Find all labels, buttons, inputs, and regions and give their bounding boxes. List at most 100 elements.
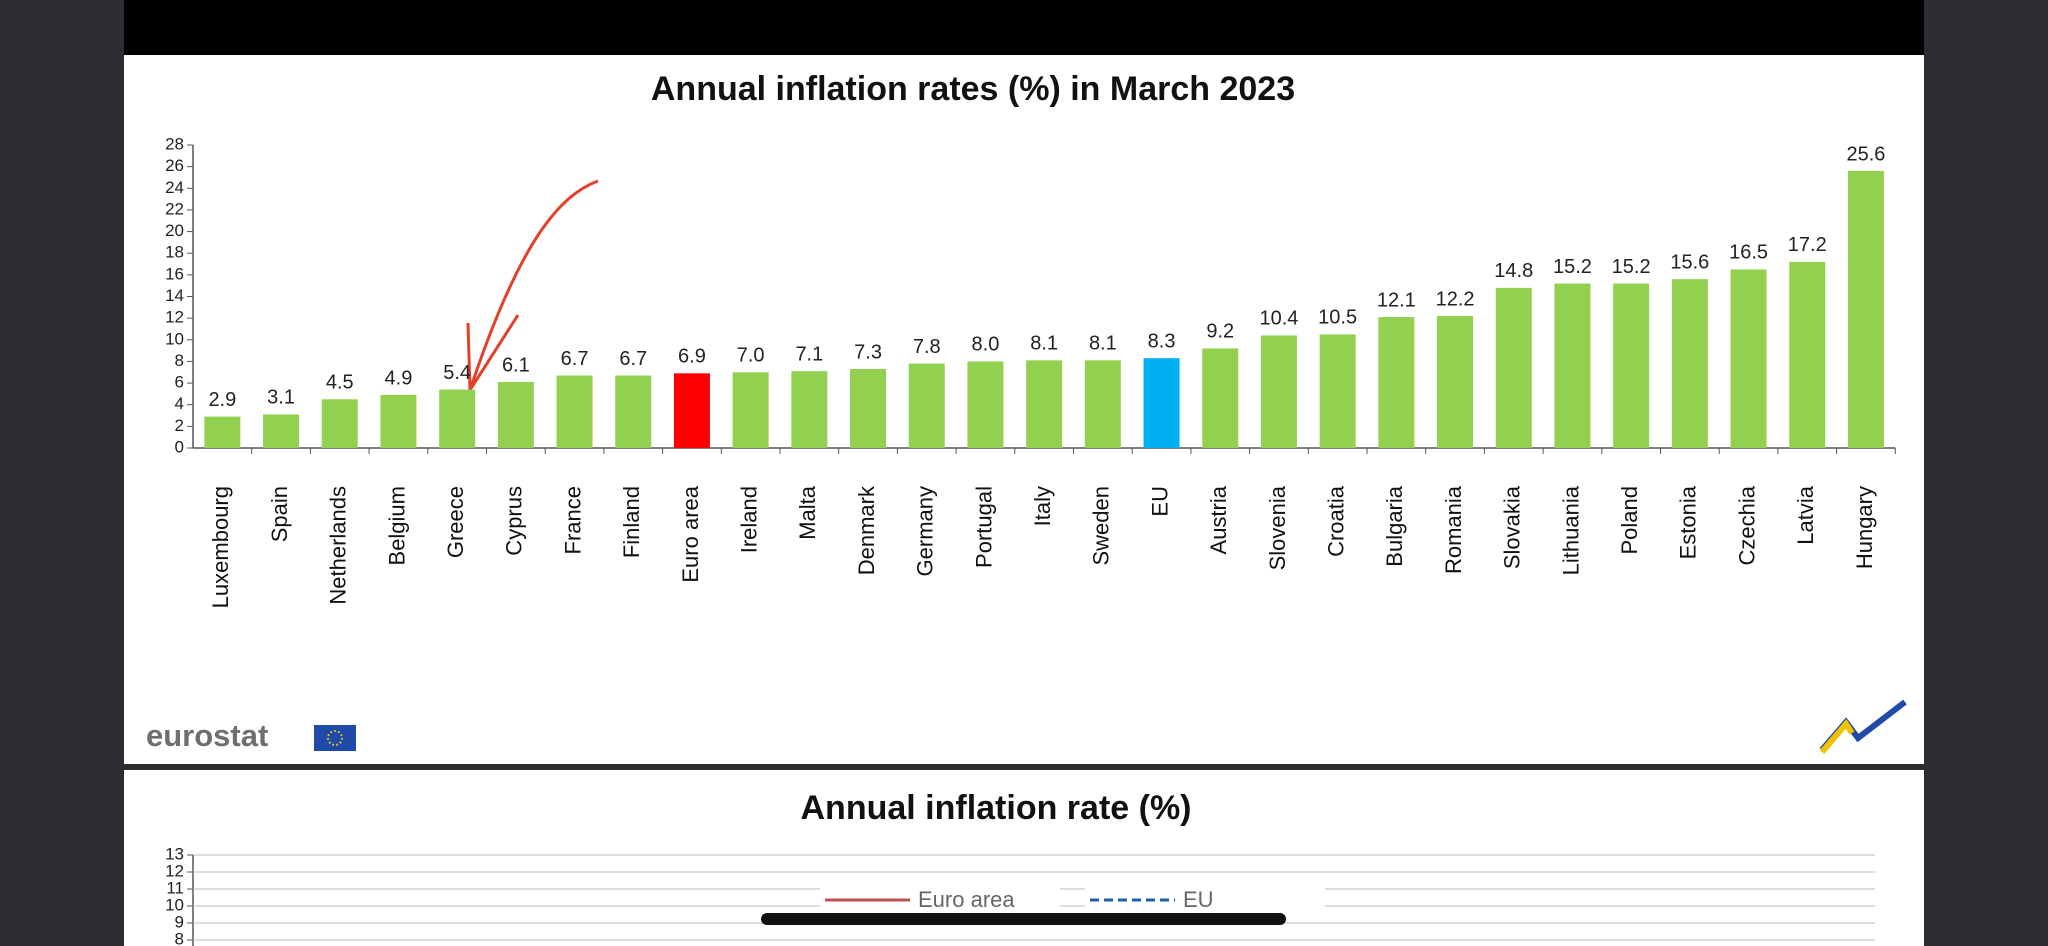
x-tick-label: Belgium: [384, 486, 409, 565]
value-label: 7.3: [854, 341, 882, 363]
x-tick-label: Sweden: [1089, 486, 1114, 566]
value-label: 12.1: [1377, 289, 1416, 311]
bar: [1260, 335, 1297, 448]
bar: [1730, 269, 1767, 448]
legend-label: Euro area: [918, 887, 1015, 912]
y-tick-label: 8: [175, 351, 184, 370]
bar: [1202, 348, 1239, 448]
y-tick-label: 20: [165, 221, 184, 240]
value-label: 7.1: [795, 343, 823, 365]
bar: [1495, 287, 1532, 448]
value-label: 4.5: [326, 372, 354, 394]
logo-text: eurostat: [146, 718, 268, 753]
y-tick-label: 0: [175, 437, 184, 456]
x-tick-label: Germany: [913, 486, 938, 576]
value-label: 6.1: [502, 354, 530, 376]
y-tick-label: 22: [165, 199, 184, 218]
x-tick-label: Romania: [1441, 485, 1466, 574]
value-label: 8.1: [1030, 333, 1058, 355]
value-label: 6.7: [619, 348, 647, 370]
value-label: 15.2: [1612, 256, 1651, 278]
bar: [204, 416, 241, 448]
bar: [1084, 360, 1121, 448]
x-tick-label: Spain: [267, 486, 292, 542]
bar: [673, 373, 710, 448]
y-tick-label: 6: [175, 373, 184, 392]
bar: [497, 381, 534, 448]
x-tick-label: Portugal: [971, 486, 996, 568]
value-label: 4.9: [385, 367, 413, 389]
x-tick-label: Finland: [619, 486, 644, 558]
x-tick-label: Croatia: [1323, 485, 1348, 557]
y-tick-label: 16: [165, 264, 184, 283]
bar: [1026, 360, 1063, 448]
y-tick-label: 24: [165, 178, 184, 197]
value-label: 7.0: [737, 345, 765, 367]
y-tick-label: 10: [165, 329, 184, 348]
bar-chart: Annual inflation rates (%) in March 2023…: [146, 70, 1907, 754]
x-tick-label: Denmark: [854, 485, 879, 575]
x-tick-label: Bulgaria: [1382, 485, 1407, 566]
x-tick-label: Euro area: [678, 485, 703, 582]
value-label: 10.4: [1259, 308, 1298, 330]
value-label: 10.5: [1318, 307, 1357, 329]
value-label: 9.2: [1206, 321, 1234, 343]
chart-title: Annual inflation rates (%) in March 2023: [651, 70, 1295, 108]
value-label: 8.3: [1148, 330, 1176, 352]
x-tick-label: Czechia: [1734, 485, 1759, 565]
bar: [1437, 315, 1474, 448]
bar: [615, 375, 652, 448]
bar: [439, 389, 476, 448]
y-tick-label: 26: [165, 156, 184, 175]
x-tick-label: Austria: [1206, 485, 1231, 554]
y-tick-label: 12: [165, 861, 184, 880]
value-label: 25.6: [1846, 143, 1885, 165]
y-tick-label: 14: [165, 286, 184, 305]
value-label: 2.9: [208, 389, 236, 411]
bar: [1378, 317, 1415, 448]
hand-drawn-arrow: [466, 179, 599, 391]
bar: [1847, 170, 1884, 448]
chart-title: Annual inflation rate (%): [801, 789, 1192, 827]
value-label: 7.8: [913, 336, 941, 358]
x-tick-label: Estonia: [1676, 485, 1701, 559]
bar: [908, 363, 945, 448]
value-label: 14.8: [1494, 260, 1533, 282]
y-tick-label: 13: [165, 844, 184, 863]
value-label: 6.9: [678, 346, 706, 368]
y-tick-label: 28: [165, 134, 184, 153]
bar: [321, 399, 358, 448]
x-tick-label: France: [560, 486, 585, 554]
x-tick-label: Italy: [1030, 486, 1055, 526]
value-label: 17.2: [1788, 234, 1827, 256]
value-label: 6.7: [561, 348, 589, 370]
y-tick-label: 12: [165, 308, 184, 327]
x-tick-label: Ireland: [736, 486, 761, 553]
x-tick-label: Poland: [1617, 486, 1642, 555]
y-tick-label: 4: [175, 394, 184, 413]
legend-label: EU: [1183, 887, 1214, 912]
top-bar: [124, 0, 1924, 55]
y-tick-label: 18: [165, 243, 184, 262]
x-tick-label: Hungary: [1852, 486, 1877, 569]
bar: [1319, 334, 1356, 448]
value-label: 15.6: [1670, 251, 1709, 273]
bar: [967, 361, 1004, 448]
value-label: 5.4: [443, 362, 471, 384]
bar: [850, 369, 887, 448]
eu-flag: [314, 725, 356, 751]
bar: [1613, 283, 1650, 448]
bar: [791, 371, 828, 448]
bar: [1789, 261, 1826, 448]
value-label: 8.1: [1089, 333, 1117, 355]
bar: [1671, 279, 1708, 448]
bar: [732, 372, 769, 448]
x-tick-label: Cyprus: [502, 486, 527, 556]
bar: [1143, 358, 1180, 448]
x-tick-label: EU: [1147, 486, 1172, 517]
x-tick-label: Slovakia: [1500, 485, 1525, 569]
eu-stars: [327, 730, 343, 746]
bar: [263, 414, 300, 448]
